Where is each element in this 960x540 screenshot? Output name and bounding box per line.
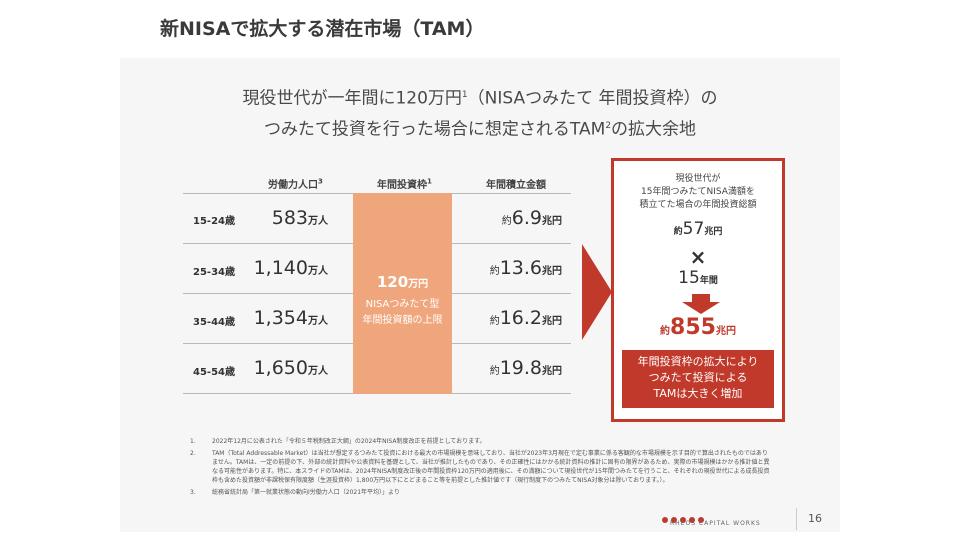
logo-text: RHEOS CAPITAL WORKS <box>670 520 761 527</box>
page-divider <box>796 508 797 530</box>
total-value: 約6.9兆円 <box>501 207 562 229</box>
headline-line-2: つみたて投資を行った場合に想定されるTAM2の拡大余地 <box>263 119 697 140</box>
total-value: 約13.6兆円 <box>489 257 562 279</box>
page-number: 16 <box>808 512 822 525</box>
page-title: 新NISAで拡大する潜在市場（TAM） <box>160 18 485 40</box>
labor-value: 583万人 <box>271 207 328 229</box>
footnote: 2. TAM（Total Addressable Market）は当社が想定するつ… <box>190 450 770 484</box>
header-annual-total: 年間積立金額 <box>486 180 546 191</box>
annual-investment-total: 約57兆円 <box>673 219 723 239</box>
header-labor-force: 労働力人口3 <box>268 177 323 191</box>
down-arrow-icon <box>682 294 720 314</box>
company-logo: RHEOS CAPITAL WORKS <box>662 508 782 530</box>
annual-limit-desc: NISAつみたて型 年間投資額の上限 <box>362 299 443 326</box>
age-label: 15-24歳 <box>193 216 235 227</box>
footnote: 1. 2022年12月に公表された「令和５年税制改正大綱」の2024年NISA制度… <box>190 438 486 445</box>
tam-callout: 年間投資枠の拡大により つみたて投資による TAMは大きく増加 <box>622 350 774 408</box>
annual-limit-cell: 120万円 NISAつみたて型 年間投資額の上限 <box>353 193 452 394</box>
age-label: 25-34歳 <box>193 267 235 278</box>
tam-total: 約855兆円 <box>660 315 736 340</box>
headline-line-1: 現役世代が一年間に120万円1（NISAつみたて 年間投資枠）の <box>242 88 718 109</box>
total-value: 約19.8兆円 <box>489 357 562 379</box>
header-annual-limit: 年間投資枠1 <box>377 177 432 191</box>
multiply-icon: × <box>689 245 707 269</box>
headline: 現役世代が一年間に120万円1（NISAつみたて 年間投資枠）の つみたて投資を… <box>120 82 840 143</box>
years-value: 15年間 <box>678 268 718 288</box>
age-label: 35-44歳 <box>193 317 235 328</box>
footnotes: 1. 2022年12月に公表された「令和５年税制改正大綱」の2024年NISA制度… <box>190 437 770 500</box>
logo-mark-icon <box>662 508 707 523</box>
labor-value: 1,354万人 <box>253 307 328 329</box>
annual-limit-amount: 120万円 <box>376 273 429 291</box>
age-label: 45-54歳 <box>193 367 235 378</box>
footnote: 3. 総務省統計局「第一就業状態の動向Ⅰ労働力人口（2021年平均）」より <box>190 489 400 496</box>
total-value: 約16.2兆円 <box>489 307 562 329</box>
right-arrow-icon <box>582 244 612 340</box>
result-description: 現役世代が 15年間つみたてNISA満額を 積立てた場合の年間投資総額 <box>639 174 757 210</box>
labor-value: 1,140万人 <box>253 257 328 279</box>
tam-result-box: 現役世代が 15年間つみたてNISA満額を 積立てた場合の年間投資総額 約57兆… <box>611 158 785 422</box>
labor-value: 1,650万人 <box>253 357 328 379</box>
